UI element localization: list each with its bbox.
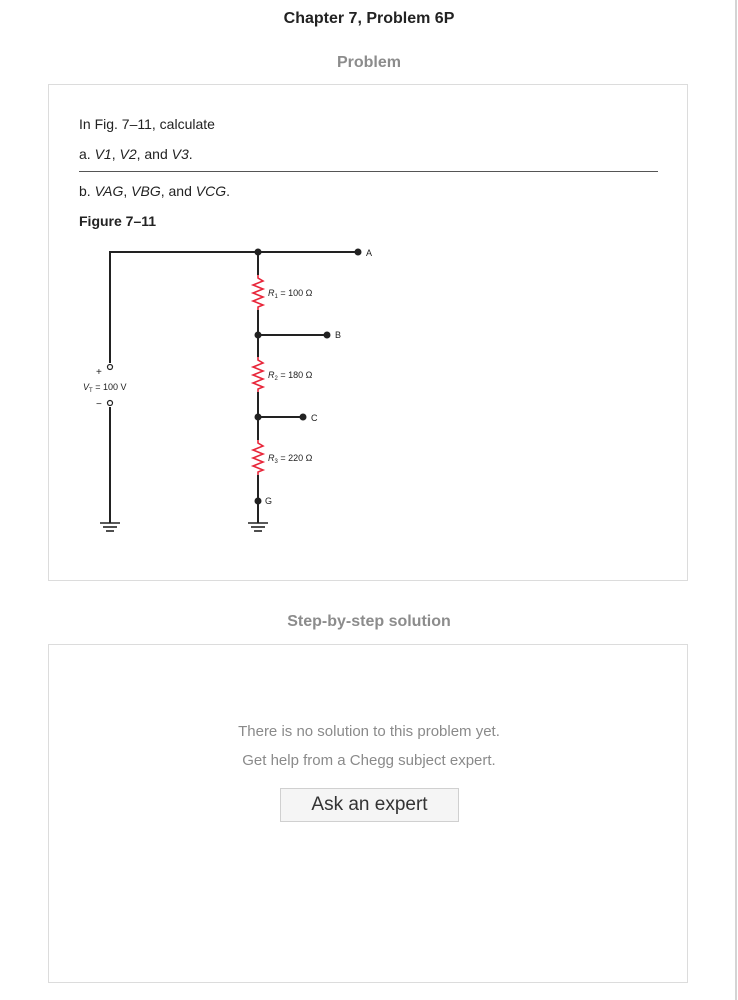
ask-an-expert-button[interactable]: Ask an expert [280,788,459,822]
source-plus-terminal [106,363,114,371]
node-g-label: G [265,496,272,506]
node-a-label: A [366,248,372,258]
source-plus-sign: + [96,367,102,378]
ground-symbols [100,522,268,532]
node-g-dot [254,497,262,505]
resistor-r3-symbol [250,440,266,475]
node-c-dot [299,413,307,421]
problem-part-b: b. VAG, VBG, and VCG. [79,183,230,199]
resistor-r1-symbol [250,275,266,310]
var-v3: V3 [171,146,189,162]
problem-card: In Fig. 7–11, calculate a. V1, V2, and V… [48,84,688,581]
node-dots [106,248,362,505]
var-v1: V1 [94,146,112,162]
part-a-sep2: , and [136,146,172,162]
page-right-border [735,0,737,1000]
circuit-labels: A B C G R1 = 100 Ω R2 = 180 Ω R3 = 220 Ω… [83,248,372,506]
part-b-sep2: , and [160,183,196,199]
part-a-sep1: , [111,146,120,162]
var-vcg: VCG [195,183,227,199]
get-help-message: Get help from a Chegg subject expert. [242,752,496,769]
problem-divider [79,171,658,172]
problem-part-a: a. V1, V2, and V3. [79,146,193,162]
junction-b-dot [254,331,262,339]
node-b-label: B [335,330,341,340]
no-solution-message: There is no solution to this problem yet… [238,723,500,740]
solution-heading: Step-by-step solution [287,613,451,630]
part-b-sep1: , [123,183,132,199]
circuit-wires [109,251,358,523]
part-a-suffix: . [188,146,193,162]
problem-heading: Problem [336,54,401,71]
var-vag: VAG [94,183,124,199]
resistor-r2-symbol [250,357,266,392]
circuit-diagram: A B C G R1 = 100 Ω R2 = 180 Ω R3 = 220 Ω… [83,248,372,532]
part-b-prefix: b. [79,183,95,199]
var-vbg: VBG [131,183,161,199]
problem-intro: In Fig. 7–11, calculate [79,116,215,132]
source-minus-terminal [106,399,114,407]
part-b-suffix: . [226,183,230,199]
r3-label: R3 = 220 Ω [268,453,313,465]
junction-c-dot [254,413,262,421]
resistors [250,275,266,475]
junction-top-dot [254,248,262,256]
r1-label: R1 = 100 Ω [268,288,313,300]
node-c-label: C [311,413,318,423]
node-a-dot [354,248,362,256]
var-v2: V2 [119,146,137,162]
node-b-dot [323,331,331,339]
part-a-prefix: a. [79,146,95,162]
source-label: VT = 100 V [83,382,126,394]
page-title: Chapter 7, Problem 6P [283,10,455,27]
solution-card: There is no solution to this problem yet… [48,644,688,983]
figure-label: Figure 7–11 [79,213,157,229]
wire-source-to-a [109,251,358,363]
r2-label: R2 = 180 Ω [268,370,313,382]
source-minus-sign: − [96,399,102,410]
